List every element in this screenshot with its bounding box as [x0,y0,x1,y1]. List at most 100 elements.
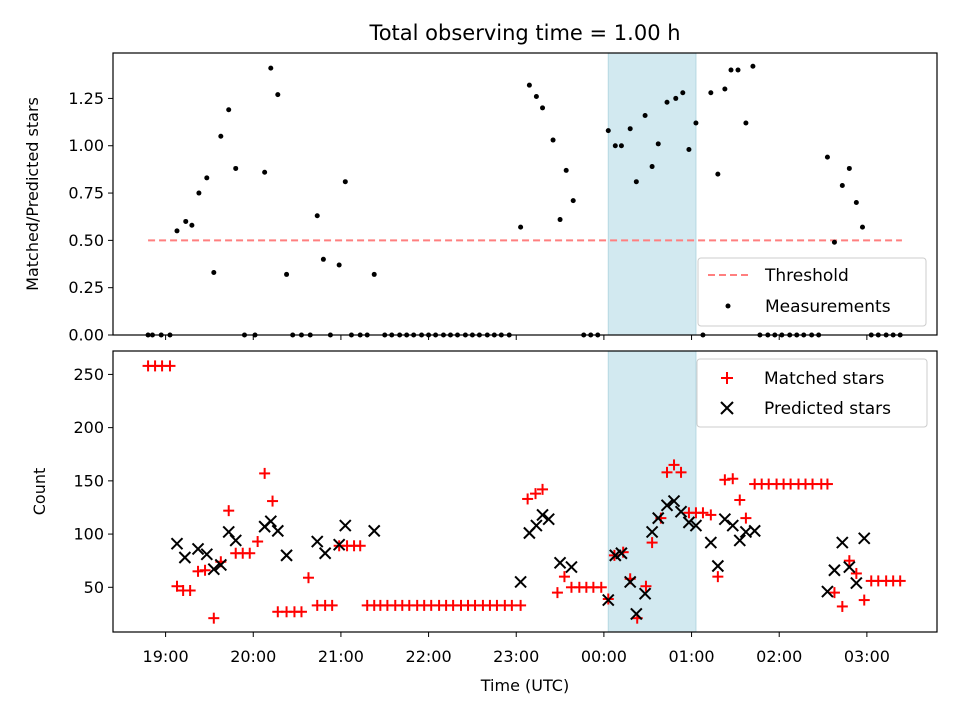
legend-measurements-label: Measurements [765,297,891,317]
measurement-point [211,270,217,276]
x-tick-label: 23:00 [493,647,539,666]
measurement-point [284,271,290,277]
measurement-point [664,99,670,105]
matched-stars-point [302,572,314,584]
predicted-stars-point [843,560,856,574]
measurement-point [570,198,576,204]
measurement-point [518,224,524,230]
predicted-stars-point [191,542,205,556]
x-tick-label: 00:00 [581,647,627,666]
legend-matched-label: Matched stars [764,369,884,389]
y-tick-label: 1.25 [68,89,104,108]
matched-stars-point [252,536,264,548]
ratio-x-axis [165,335,868,340]
predicted-stars-point [565,560,578,574]
measurement-point [342,179,348,185]
matched-stars-point [661,466,673,478]
predicted-stars-point [733,534,746,547]
matched-stars-point [740,512,752,524]
measurement-point [715,171,721,177]
count-panel: 50 100 150 200 250 19:00 20:00 21:00 22:00 23:00… [30,350,938,695]
predicted-stars-point [718,512,732,526]
matched-stars-series [142,360,906,624]
measurement-point [846,165,852,171]
predicted-stars-point [178,551,192,564]
matched-stars-point [727,473,739,485]
predicted-stars-point [689,519,703,532]
matched-stars-point [295,606,307,618]
legend-predicted-label: Predicted stars [764,399,891,419]
matched-stars-point [259,467,271,479]
measurement-point [859,224,865,230]
matched-stars-point [537,483,549,495]
measurement-point [275,92,281,98]
matched-stars-point [646,537,658,549]
measurement-point [750,63,756,69]
predicted-stars-point [318,547,332,560]
measurement-point [618,143,624,149]
predicted-stars-point [858,532,871,545]
predicted-stars-point [207,562,221,576]
x-tick-label: 22:00 [406,647,452,666]
matched-stars-point [697,507,709,519]
measurement-point [839,182,845,188]
count-legend-box [696,358,928,428]
matched-stars-point [326,599,338,611]
legend-matched-swatch [721,372,733,384]
predicted-stars-point [170,537,184,550]
predicted-stars-point [229,534,242,547]
predicted-stars-point [264,515,277,528]
matched-stars-point [551,587,563,599]
predicted-stars-point [368,524,381,538]
y-tick-label: 200 [73,418,104,437]
predicted-stars-point [652,511,665,525]
measurement-point [226,107,232,113]
measurement-point [189,222,195,228]
predicted-stars-point [850,576,863,590]
predicted-stars-point [311,535,324,548]
matched-stars-point [712,571,724,583]
count-x-axis: 19:00 20:00 21:00 22:00 23:00 00:00 01:00 02:00… [143,632,890,666]
measurement-point [649,164,655,170]
predicted-stars-point [674,505,688,518]
predicted-stars-point [726,519,739,532]
measurement-point [320,256,326,262]
measurement-point [233,165,239,171]
matched-stars-point [184,584,196,596]
x-tick-label: 21:00 [318,647,364,666]
measurements-series [145,63,903,338]
predicted-stars-point [514,575,527,589]
matched-stars-point [515,599,527,611]
matched-stars-point [223,505,235,517]
y-tick-label: 250 [73,365,104,384]
predicted-stars-point [704,536,718,549]
predicted-stars-point [630,607,643,621]
y-tick-label: 0.50 [68,231,104,250]
measurement-point [371,271,377,277]
legend-predicted-swatch [720,401,734,415]
matched-stars-point [244,547,256,559]
measurement-point [612,143,618,149]
measurement-point [533,94,539,100]
matched-stars-point [705,509,717,521]
y-tick-label: 0.00 [68,326,104,345]
observing-window-span [607,52,697,336]
predicted-stars-point [623,575,637,589]
predicted-stars-point [682,516,696,529]
y-tick-label: 0.25 [68,278,104,297]
measurement-point [336,262,342,268]
y-tick-label: 1.00 [68,136,104,155]
matched-stars-point [836,600,848,612]
x-tick-label: 01:00 [668,647,714,666]
matched-stars-point [675,466,687,478]
matched-stars-point [192,565,204,577]
predicted-stars-point [638,587,652,600]
matched-stars-point [734,494,746,506]
matched-stars-point [595,581,607,593]
predicted-stars-series [170,494,871,621]
count-x-axis-label: Time (UTC) [480,676,569,695]
predicted-stars-point [821,585,834,598]
y-tick-label: 100 [73,525,104,544]
predicted-stars-point [615,547,628,560]
matched-stars-point [558,571,570,583]
